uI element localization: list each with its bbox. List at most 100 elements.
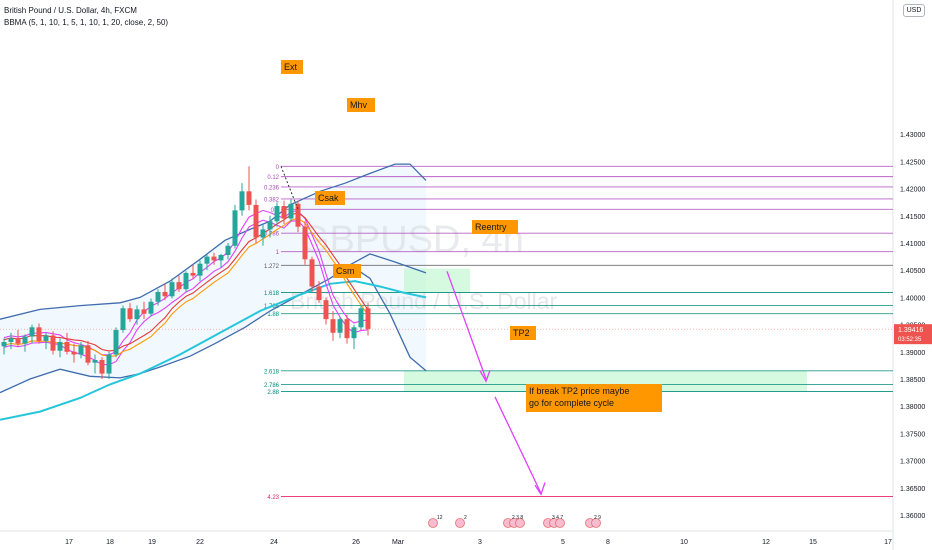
fib-label: 0.12 bbox=[267, 175, 279, 181]
candle-body[interactable] bbox=[134, 309, 140, 320]
event-flag-icon[interactable] bbox=[555, 518, 565, 528]
y-tick-label: 1.42000 bbox=[900, 187, 925, 194]
candle-body[interactable] bbox=[197, 263, 203, 276]
candle-body[interactable] bbox=[22, 336, 28, 344]
event-flag-icon[interactable] bbox=[591, 518, 601, 528]
annotation-box[interactable] bbox=[333, 264, 361, 278]
down-arrow-1[interactable] bbox=[446, 271, 487, 380]
candle-body[interactable] bbox=[43, 335, 49, 341]
candle-body[interactable] bbox=[358, 308, 364, 328]
annotation-box[interactable] bbox=[526, 384, 662, 412]
candle-body[interactable] bbox=[113, 330, 119, 355]
candle-body[interactable] bbox=[337, 319, 343, 333]
candle-body[interactable] bbox=[148, 301, 154, 314]
candle-body[interactable] bbox=[316, 286, 322, 301]
candle-body[interactable] bbox=[176, 282, 182, 290]
candle-body[interactable] bbox=[204, 256, 210, 264]
candle-body[interactable] bbox=[15, 338, 21, 344]
candle-body[interactable] bbox=[29, 327, 35, 337]
candle-body[interactable] bbox=[36, 327, 42, 341]
candle-body[interactable] bbox=[78, 345, 84, 355]
down-arrow-2[interactable] bbox=[494, 396, 542, 494]
candle-body[interactable] bbox=[267, 221, 273, 230]
x-tick-label: 17 bbox=[884, 539, 892, 546]
candle-body[interactable] bbox=[260, 229, 266, 238]
candle-body[interactable] bbox=[1, 342, 7, 347]
currency-button[interactable]: USD bbox=[903, 4, 925, 17]
candle-body[interactable] bbox=[344, 319, 350, 339]
fib-label: 2.618 bbox=[264, 369, 280, 375]
current-price-label: 1.39416 bbox=[898, 327, 923, 334]
annotation-box[interactable] bbox=[281, 60, 303, 74]
candle-body[interactable] bbox=[253, 204, 259, 238]
x-tick-label: 18 bbox=[106, 539, 114, 546]
annotation-text: Ext bbox=[284, 62, 298, 72]
annotation-text: TP2 bbox=[513, 328, 530, 338]
event-badge-count: 12 bbox=[437, 515, 443, 521]
y-tick-label: 1.41500 bbox=[900, 214, 925, 221]
candle-body[interactable] bbox=[246, 191, 252, 205]
candle-body[interactable] bbox=[162, 291, 168, 297]
x-tick-label: 10 bbox=[680, 539, 688, 546]
candle-body[interactable] bbox=[85, 345, 91, 363]
bollinger-upper-band[interactable] bbox=[0, 163, 427, 320]
candle-body[interactable] bbox=[225, 245, 231, 255]
candle-body[interactable] bbox=[155, 291, 161, 302]
candle-body[interactable] bbox=[211, 256, 217, 261]
x-tick-label: 22 bbox=[196, 539, 204, 546]
event-flag-icon[interactable] bbox=[515, 518, 525, 528]
fib-label: 0 bbox=[276, 165, 280, 171]
candle-body[interactable] bbox=[99, 359, 105, 374]
fib-label: 0.786 bbox=[264, 232, 280, 238]
annotation-box[interactable] bbox=[347, 98, 375, 112]
candle-body[interactable] bbox=[92, 359, 98, 363]
annotation-text: go for complete cycle bbox=[529, 398, 614, 408]
candle-body[interactable] bbox=[274, 206, 280, 222]
fib-label: 2.786 bbox=[264, 383, 280, 389]
candle-body[interactable] bbox=[218, 254, 224, 261]
fib-label: 1 bbox=[276, 250, 280, 256]
bollinger-fill-area bbox=[0, 164, 426, 393]
candle-body[interactable] bbox=[71, 351, 77, 355]
candle-body[interactable] bbox=[64, 342, 70, 352]
candle-body[interactable] bbox=[351, 327, 357, 339]
indicator-legend[interactable]: BBMA (5, 1, 10, 1, 5, 1, 10, 1, 20, clos… bbox=[4, 18, 169, 27]
candle-body[interactable] bbox=[141, 309, 147, 314]
candle-body[interactable] bbox=[50, 335, 56, 351]
event-flag-icon[interactable] bbox=[455, 518, 465, 528]
bollinger-upper-band-tail[interactable] bbox=[349, 253, 427, 274]
candle-body[interactable] bbox=[169, 282, 175, 297]
x-tick-label: 24 bbox=[270, 539, 278, 546]
x-tick-label: Mar bbox=[392, 539, 405, 546]
candle-body[interactable] bbox=[106, 354, 112, 374]
annotation-box[interactable] bbox=[472, 220, 518, 234]
tp2-zone bbox=[404, 370, 807, 392]
candle-body[interactable] bbox=[127, 308, 133, 320]
candle-body[interactable] bbox=[120, 308, 126, 331]
candle-body[interactable] bbox=[365, 308, 371, 329]
annotation-box[interactable] bbox=[315, 191, 345, 205]
candle-body[interactable] bbox=[302, 226, 308, 260]
x-tick-label: 5 bbox=[561, 539, 565, 546]
candle-body[interactable] bbox=[309, 259, 315, 287]
candle-body[interactable] bbox=[183, 272, 189, 290]
candle-body[interactable] bbox=[239, 191, 245, 211]
candle-body[interactable] bbox=[8, 338, 14, 343]
ema50-line[interactable] bbox=[0, 280, 427, 421]
candle-body[interactable] bbox=[190, 272, 196, 276]
event-badge-count: 2 3 8 bbox=[512, 515, 523, 521]
arrow-head-2 bbox=[534, 482, 546, 496]
candle-body[interactable] bbox=[281, 206, 287, 219]
candle-body[interactable] bbox=[330, 319, 336, 333]
candle-body[interactable] bbox=[295, 203, 301, 227]
y-tick-label: 1.38500 bbox=[900, 377, 925, 384]
candle-body[interactable] bbox=[57, 342, 63, 351]
x-tick-label: 3 bbox=[478, 539, 482, 546]
candle-body[interactable] bbox=[232, 210, 238, 246]
annotation-box[interactable] bbox=[510, 326, 536, 340]
event-flag-icon[interactable] bbox=[428, 518, 438, 528]
candle-body[interactable] bbox=[323, 300, 329, 320]
ma-high-10-line[interactable] bbox=[3, 212, 369, 352]
candle-body[interactable] bbox=[288, 203, 294, 219]
